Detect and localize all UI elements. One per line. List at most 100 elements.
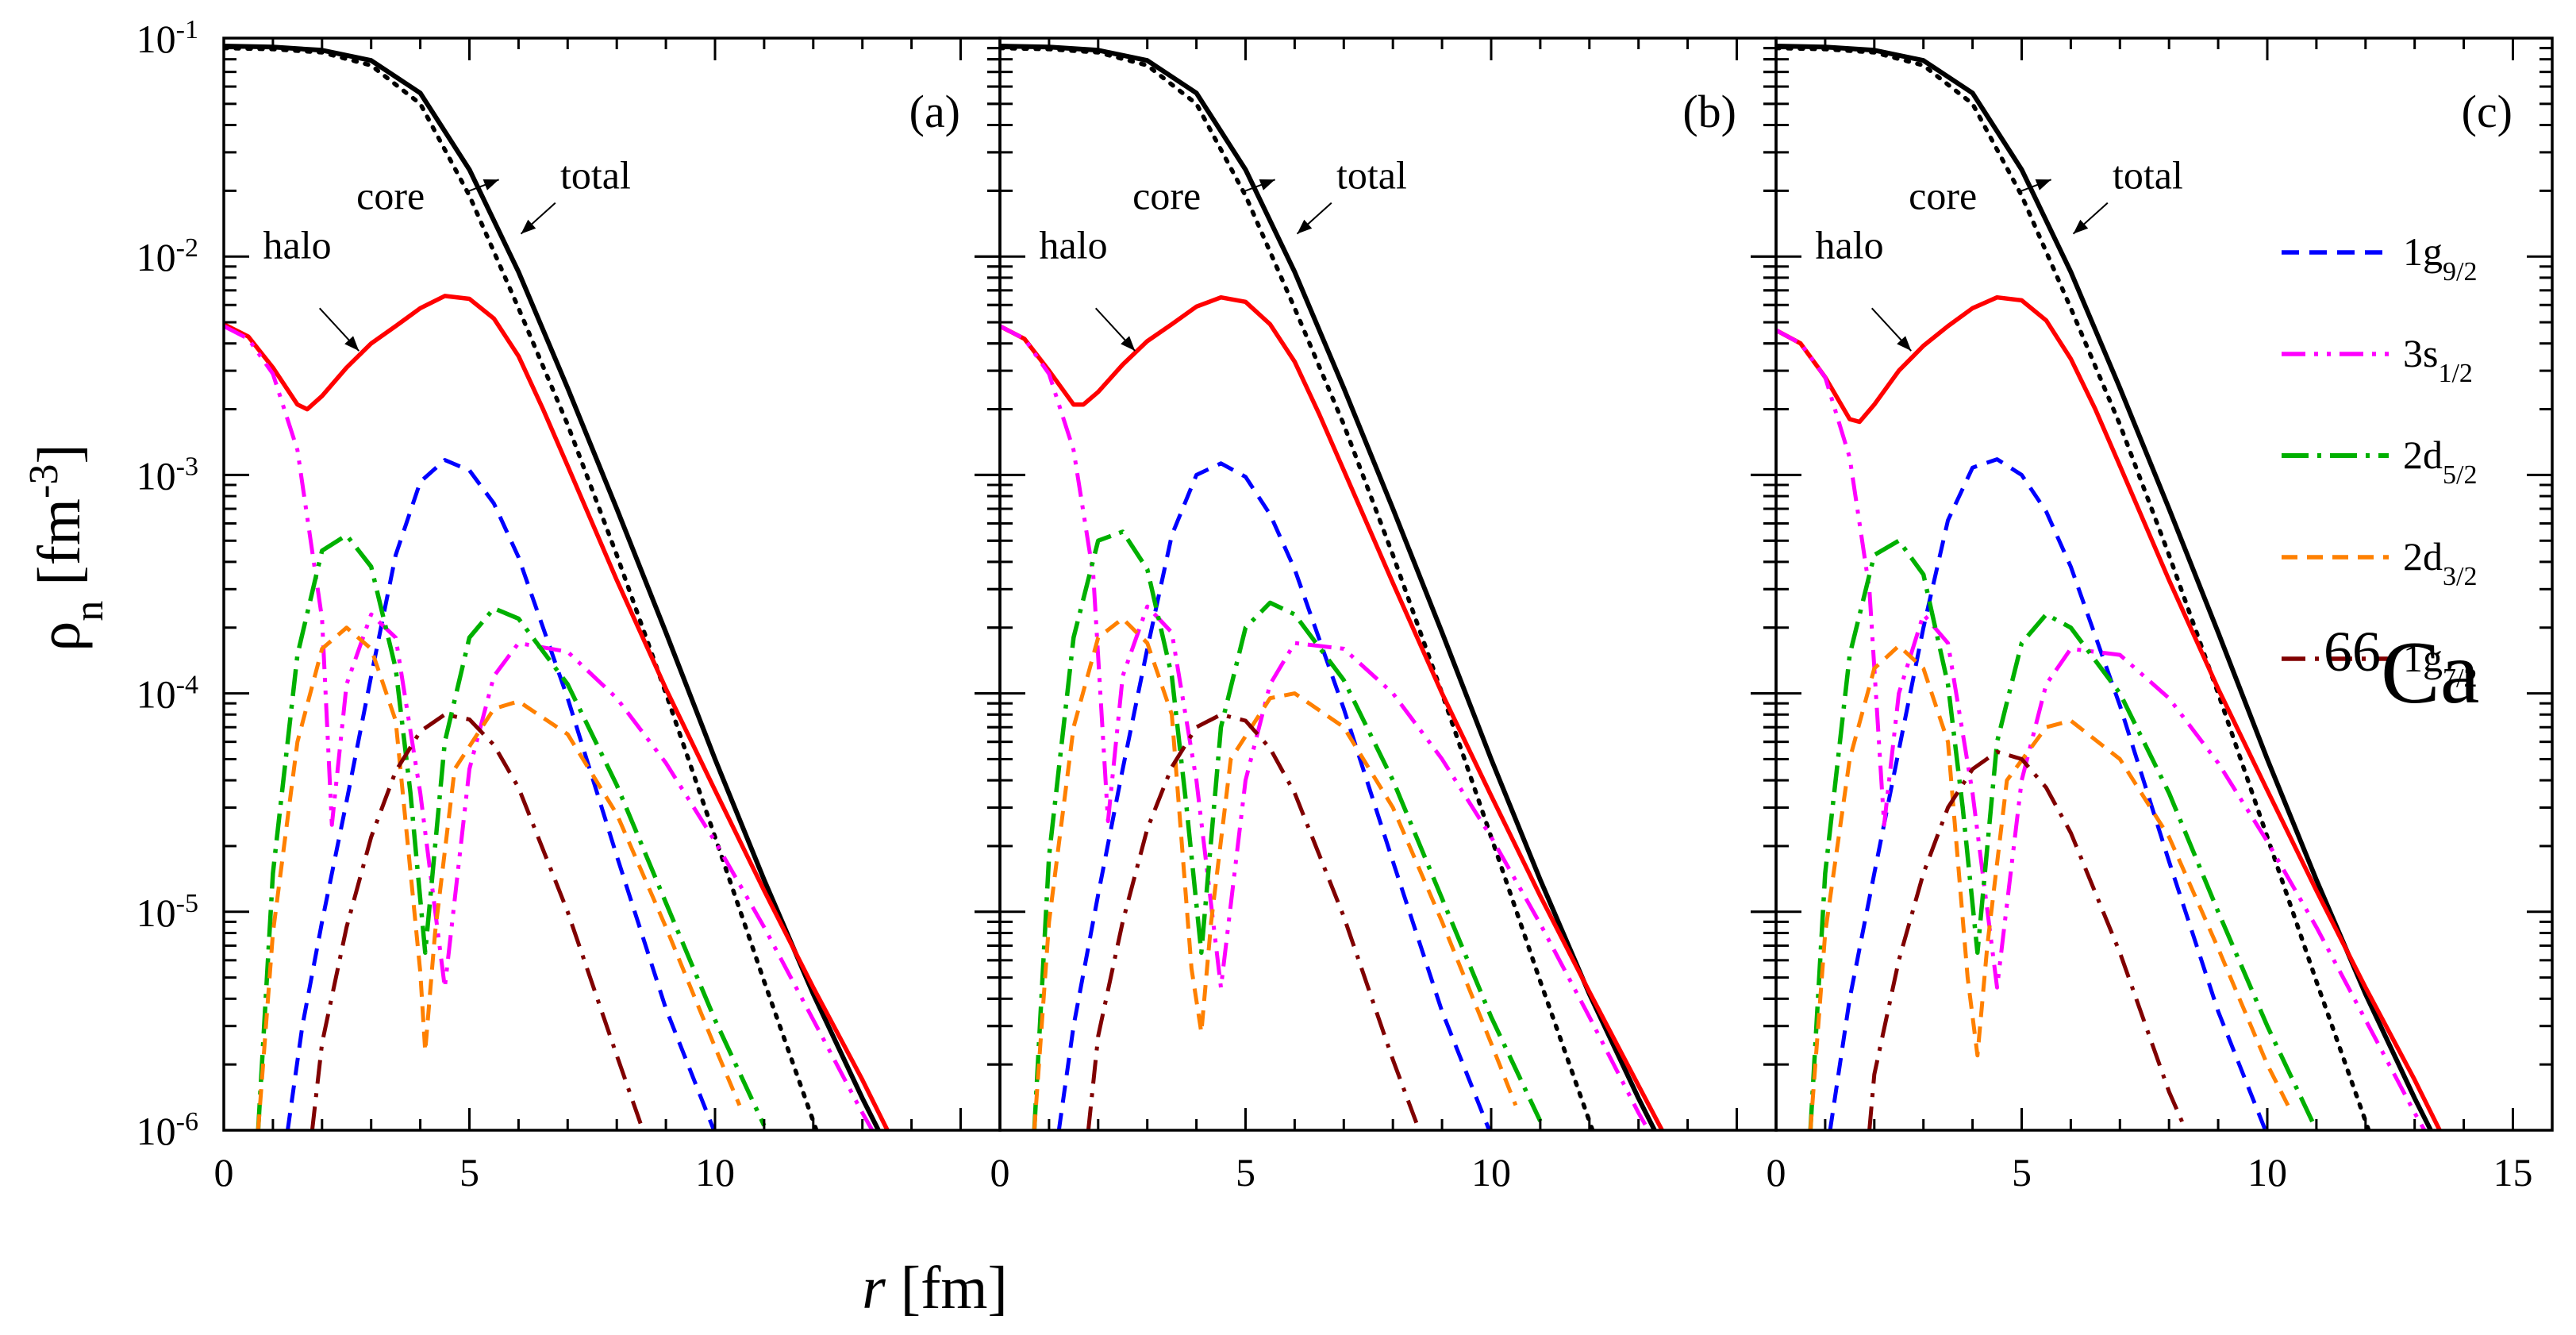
x-axis-label: r [fm] [862,1255,1008,1322]
series-total-line [1000,44,1658,1130]
halo-arrow-head [1121,336,1136,352]
y-label-exp: -3 [21,464,67,498]
series-halo-line [1776,294,2443,1130]
series-2d3-2-line [1032,616,1518,1130]
series-core-line [1776,45,2371,1130]
legend-label-3s1-2: 3s1/2 [2403,331,2473,388]
annotation-total: total [560,152,631,197]
y-tick-base: 10 [136,453,176,498]
panel-curves [1000,44,1665,1130]
y-axis-label: ρn [fm-3] [21,444,112,651]
core-arrow-head [1259,179,1275,190]
series-1g9-2-line [1056,461,1492,1130]
total-arrow-head [1297,219,1313,234]
legend-label-1g9-2: 1g9/2 [2403,229,2477,287]
y-tick-exp: -5 [176,888,198,918]
annotation-halo: halo [1816,223,1884,267]
legend-label-sub: 9/2 [2443,257,2477,287]
y-tick-base: 10 [136,1109,176,1153]
series-2d5-2-line [256,533,767,1130]
series-halo-line [224,294,890,1130]
series-2d3-2-line [256,625,742,1130]
total-arrow-head [521,219,536,234]
x-tick-label: 10 [695,1150,735,1195]
core-arrow-head [483,179,499,190]
legend-label-2d3-2: 2d3/2 [2403,534,2477,591]
core-arrow-head [2035,179,2051,190]
annotation-core: core [1909,173,1977,217]
series-1g9-2-line [1828,457,2268,1130]
panel-frame [998,37,1778,1132]
y-tick-exp: -1 [176,15,198,44]
series-2d5-2-line [1808,538,2319,1130]
y-tick-exp: -3 [176,452,198,481]
legend-label-sub: 1/2 [2438,359,2472,388]
series-1g7-2-line [1867,749,2186,1130]
x-tick-label: 0 [1767,1150,1786,1195]
y-tick-base: 10 [136,891,176,935]
x-label-unit: [fm] [886,1255,1008,1322]
x-tick-label: 0 [214,1150,234,1195]
x-tick-label: 10 [1471,1150,1511,1195]
legend-label-base: 1g [2403,229,2443,274]
nucleus-symbol: Ca [2381,624,2479,722]
legend-label-sub: 3/2 [2443,562,2477,591]
x-tick-label: 15 [2493,1150,2532,1195]
panel-frame [1774,37,2554,1132]
annotation-halo: halo [1040,223,1108,267]
panel-curves [1776,44,2443,1130]
series-3s1-2-line [224,324,875,1130]
series-core-line [224,45,819,1130]
y-label-rho: ρ [26,621,93,652]
nucleus-label: 66Ca [2324,620,2479,722]
legend-label-1g7-2: 1g7/2 [2403,636,2477,693]
y-tick-label: 10-2 [136,233,198,280]
y-tick-exp: -4 [176,670,198,699]
y-tick-label: 10-6 [136,1107,198,1154]
annotation-total: total [2113,152,2183,197]
legend-label-2d5-2: 2d5/2 [2403,433,2477,490]
series-1g7-2-line [310,712,644,1130]
x-tick-label: 5 [459,1150,479,1195]
y-tick-label: 10-1 [136,15,198,62]
y-tick-base: 10 [136,672,176,717]
series-1g9-2-line [286,458,717,1130]
halo-arrow-head [344,336,359,352]
annotation-total: total [1336,152,1407,197]
y-tick-base: 10 [136,235,176,279]
x-tick-label: 5 [2012,1150,2032,1195]
panel-curves [224,44,890,1130]
series-2d3-2-line [1808,644,2294,1130]
annotation-halo: halo [263,223,332,267]
x-label-var: r [862,1255,886,1322]
legend-label-sub: 5/2 [2443,460,2477,490]
y-tick-exp: -2 [176,233,198,263]
panel-1: 0 5 10 (b) halo core total [975,37,1778,1195]
annotation-core: core [1132,173,1201,217]
x-tick-label: 5 [1236,1150,1255,1195]
series-core-line [1000,45,1595,1130]
legend-label-base: 1g [2403,636,2443,680]
y-label-sub: n [67,601,112,621]
panel-frame [222,37,1002,1132]
x-tick-label: 0 [990,1150,1010,1195]
y-tick-exp: -6 [176,1107,198,1137]
legend-label-base: 2d [2403,534,2443,579]
series-2d5-2-line [1032,529,1543,1130]
legend-label-base: 3s [2403,331,2438,375]
panel-label: (a) [909,86,960,137]
series-halo-line [1000,294,1665,1130]
y-tick-label: 10-3 [136,452,198,498]
y-label-close: ] [26,444,93,464]
annotation-core: core [356,173,425,217]
halo-arrow-head [1897,336,1912,352]
y-label-unit: [fm [26,498,93,601]
panel-label: (b) [1682,86,1736,137]
legend-label-base: 2d [2403,433,2443,477]
series-3s1-2-line [1776,328,2427,1130]
legend-label-sub: 7/2 [2443,664,2477,693]
